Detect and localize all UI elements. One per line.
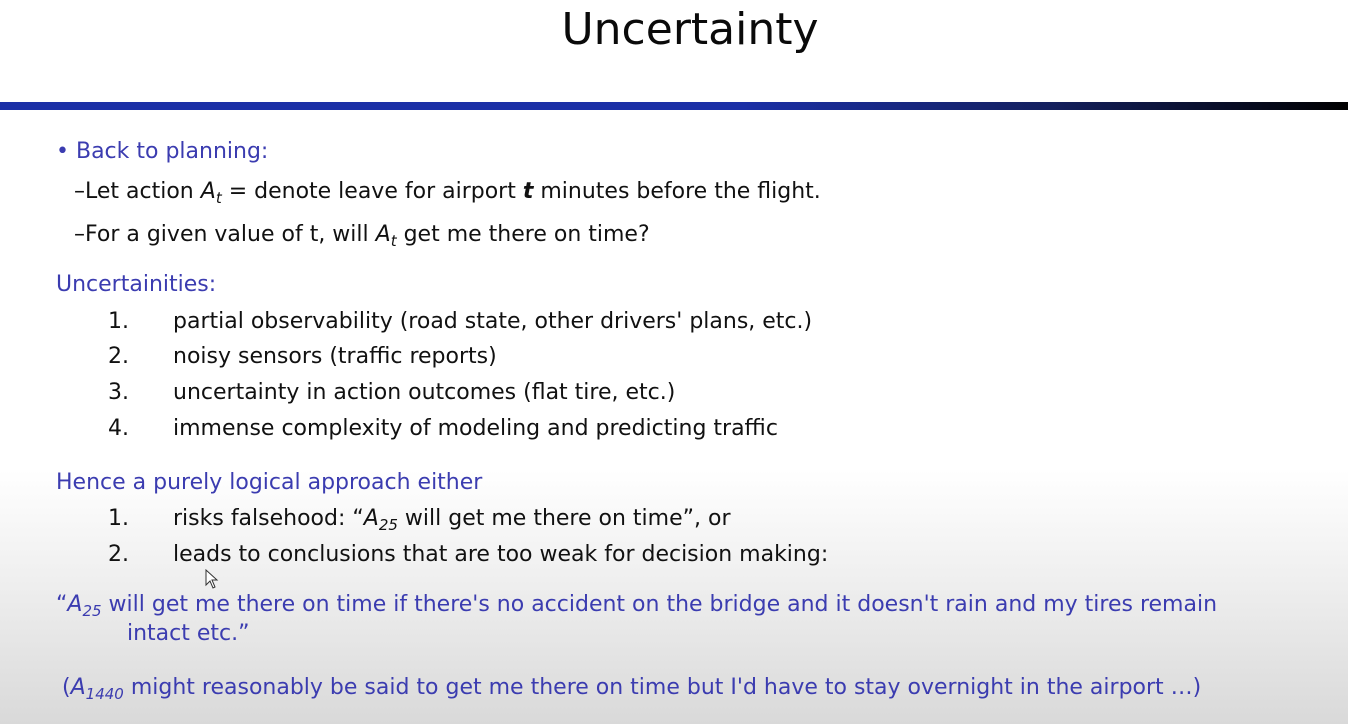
list-number: 1. (108, 506, 129, 531)
bullet-text: Back to planning: (75, 139, 269, 164)
title-divider (0, 102, 1348, 110)
sub-item-given-value: –For a given value of t, will At get me … (74, 220, 650, 250)
action-variable: A (70, 675, 86, 700)
sub-item-text: For a given value of t, will (85, 222, 376, 247)
list-number: 4. (108, 416, 129, 441)
sub-item-text: minutes before the flight. (533, 179, 821, 204)
quote-text: will get me there on time if there's no … (101, 592, 1218, 617)
bold-variable: t (522, 179, 534, 204)
action-variable: A (363, 506, 379, 531)
quote-line-2: intact etc.” (127, 621, 250, 646)
action-subscript: 25 (82, 602, 102, 620)
action-subscript: 1440 (85, 685, 124, 703)
action-subscript: t (390, 232, 397, 250)
list-item: noisy sensors (traffic reports) (173, 344, 497, 369)
sub-item-text: Let action (85, 179, 201, 204)
list-number: 1. (108, 309, 129, 334)
action-variable: A (67, 592, 83, 617)
open-paren: ( (62, 675, 71, 700)
bullet-back-to-planning: • Back to planning: (56, 137, 268, 167)
quote-line-1: “A25 will get me there on time if there'… (56, 590, 1217, 620)
open-quote: “ (56, 592, 68, 617)
list-number: 2. (108, 542, 129, 567)
bullet-marker: • (56, 139, 69, 164)
action-subscript: 25 (378, 516, 398, 534)
list-item: partial observability (road state, other… (173, 309, 813, 334)
slide-title: Uncertainty (561, 4, 819, 55)
hence-heading: Hence a purely logical approach either (56, 470, 483, 495)
action-subscript: t (215, 189, 222, 207)
action-variable: A (375, 222, 391, 247)
list-item: uncertainty in action outcomes (flat tir… (173, 380, 676, 405)
list-item-risks-falsehood: risks falsehood: “A25 will get me there … (173, 504, 731, 534)
list-number: 3. (108, 380, 129, 405)
mouse-cursor-icon (205, 569, 219, 589)
footnote-text: might reasonably be said to get me there… (123, 675, 1202, 700)
dash: – (74, 179, 85, 204)
dash: – (74, 222, 85, 247)
sub-item-let-action: –Let action At = denote leave for airpor… (74, 177, 821, 207)
list-item-text: risks falsehood: “ (173, 506, 364, 531)
list-item: leads to conclusions that are too weak f… (173, 542, 829, 567)
list-number: 2. (108, 344, 129, 369)
action-variable: A (200, 179, 216, 204)
list-item: immense complexity of modeling and predi… (173, 416, 778, 441)
sub-item-text: get me there on time? (396, 222, 650, 247)
uncertainties-heading: Uncertainities: (56, 272, 217, 297)
list-item-text: will get me there on time”, or (397, 506, 731, 531)
sub-item-text: = denote leave for airport (221, 179, 523, 204)
footnote: (A1440 might reasonably be said to get m… (62, 673, 1201, 703)
